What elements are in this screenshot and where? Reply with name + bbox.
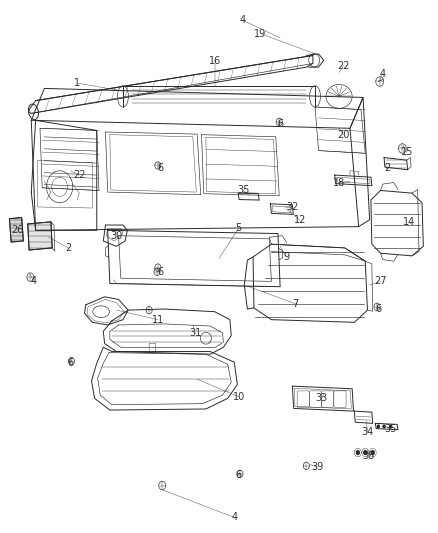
Text: 7: 7 bbox=[292, 298, 299, 309]
Text: 34: 34 bbox=[361, 427, 374, 438]
Text: 1: 1 bbox=[74, 78, 80, 88]
Text: 4: 4 bbox=[380, 69, 386, 78]
Circle shape bbox=[382, 424, 386, 429]
Text: 22: 22 bbox=[337, 61, 350, 70]
Text: 6: 6 bbox=[375, 304, 381, 314]
Text: 6: 6 bbox=[277, 119, 283, 129]
Text: 18: 18 bbox=[333, 177, 345, 188]
Text: 35: 35 bbox=[385, 424, 397, 434]
Text: 12: 12 bbox=[293, 215, 306, 225]
Text: 22: 22 bbox=[73, 170, 85, 180]
Circle shape bbox=[377, 424, 380, 429]
Text: 16: 16 bbox=[208, 56, 221, 66]
Text: 32: 32 bbox=[286, 202, 299, 212]
Text: 27: 27 bbox=[374, 277, 387, 286]
Text: 2: 2 bbox=[65, 243, 71, 253]
Text: 6: 6 bbox=[236, 471, 242, 480]
Text: 20: 20 bbox=[337, 130, 350, 140]
Text: 10: 10 bbox=[233, 392, 245, 402]
Text: 30: 30 bbox=[110, 231, 123, 241]
Text: 6: 6 bbox=[157, 267, 163, 277]
Text: 39: 39 bbox=[311, 463, 323, 472]
Text: 14: 14 bbox=[403, 217, 415, 228]
Text: 4: 4 bbox=[231, 512, 237, 522]
Polygon shape bbox=[28, 222, 52, 250]
Circle shape bbox=[363, 450, 367, 455]
Circle shape bbox=[371, 450, 375, 455]
Text: 38: 38 bbox=[363, 451, 375, 461]
Circle shape bbox=[356, 450, 360, 455]
Text: 2: 2 bbox=[384, 163, 390, 173]
Text: 9: 9 bbox=[284, 252, 290, 262]
Text: 11: 11 bbox=[152, 314, 164, 325]
Text: 4: 4 bbox=[240, 15, 246, 26]
Text: 15: 15 bbox=[401, 147, 413, 157]
Text: 4: 4 bbox=[30, 277, 36, 286]
Circle shape bbox=[389, 424, 392, 429]
Text: 35: 35 bbox=[237, 185, 249, 196]
Text: 31: 31 bbox=[189, 328, 201, 338]
Text: 6: 6 bbox=[157, 163, 163, 173]
Polygon shape bbox=[10, 217, 23, 242]
Text: 6: 6 bbox=[67, 358, 74, 368]
Text: 26: 26 bbox=[11, 225, 24, 236]
Text: 5: 5 bbox=[236, 223, 242, 233]
Text: 19: 19 bbox=[254, 29, 267, 39]
Text: 33: 33 bbox=[315, 393, 328, 403]
